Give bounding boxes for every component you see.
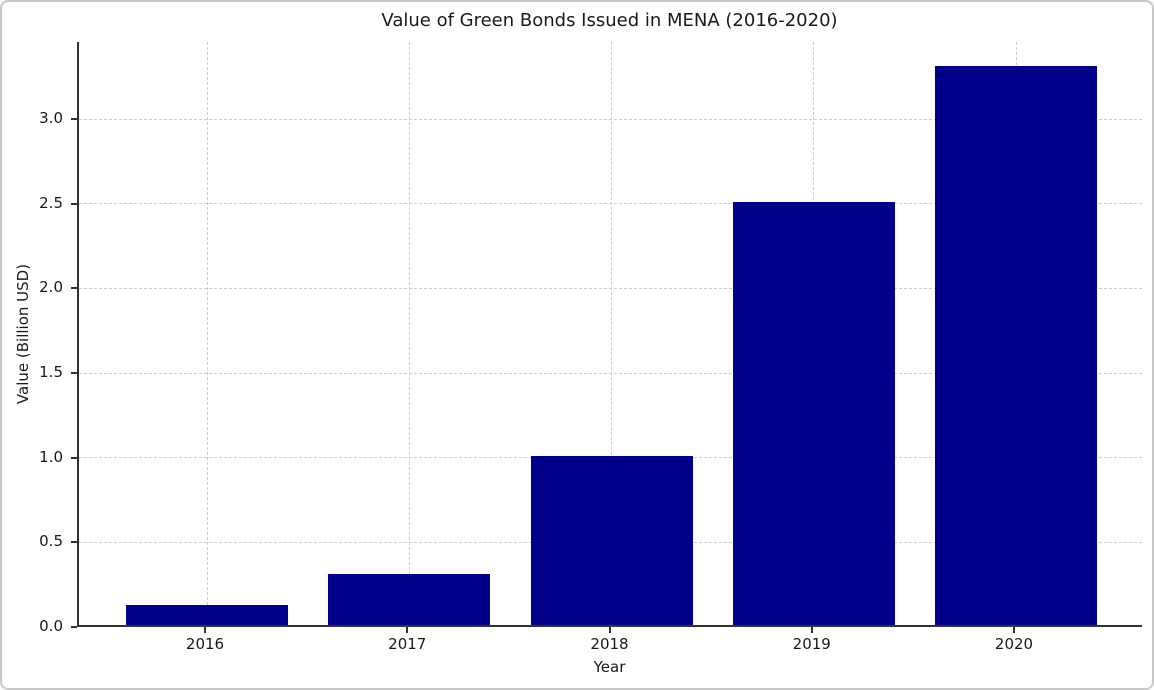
- y-tick-mark: [71, 626, 77, 628]
- y-tick-label: 3.0: [39, 109, 63, 128]
- x-tick-mark: [1013, 627, 1015, 633]
- x-tick-mark: [608, 627, 611, 633]
- y-tick-mark: [71, 287, 77, 290]
- bar-2016: [126, 605, 288, 625]
- chart-title: Value of Green Bonds Issued in MENA (201…: [381, 10, 838, 31]
- x-tick-label: 2020: [994, 635, 1034, 653]
- h-gridline: [79, 118, 1142, 120]
- v-gridline: [408, 42, 410, 625]
- plot-area: [77, 42, 1142, 627]
- x-tick-mark: [810, 627, 813, 633]
- h-gridline: [79, 287, 1142, 289]
- v-gridline: [611, 42, 612, 625]
- y-tick-mark: [71, 541, 77, 544]
- y-tick-label: 0.0: [39, 617, 63, 635]
- y-tick-label: 2.5: [39, 193, 63, 212]
- bar-2017: [328, 574, 490, 625]
- y-tick-label: 1.5: [39, 363, 63, 382]
- v-gridline: [206, 42, 208, 625]
- y-tick-mark: [71, 118, 77, 121]
- bar-2019: [733, 202, 895, 625]
- y-tick-mark: [71, 456, 77, 459]
- h-gridline: [79, 372, 1142, 374]
- y-tick-mark: [71, 372, 77, 375]
- x-tick-label: 2019: [792, 635, 831, 653]
- y-tick-mark: [71, 202, 77, 205]
- y-tick-label: 0.5: [39, 532, 63, 551]
- y-tick-label: 1.0: [39, 447, 63, 466]
- bar-2018: [531, 456, 693, 625]
- x-tick-label: 2018: [590, 635, 629, 653]
- y-tick-label: 2.0: [39, 278, 63, 297]
- h-gridline: [79, 203, 1142, 205]
- x-tick-label: 2017: [388, 635, 427, 653]
- x-axis-label: Year: [593, 658, 626, 676]
- x-tick-mark: [406, 627, 409, 633]
- x-tick-label: 2016: [185, 635, 225, 653]
- bar-2020: [935, 66, 1097, 625]
- x-tick-mark: [204, 627, 206, 633]
